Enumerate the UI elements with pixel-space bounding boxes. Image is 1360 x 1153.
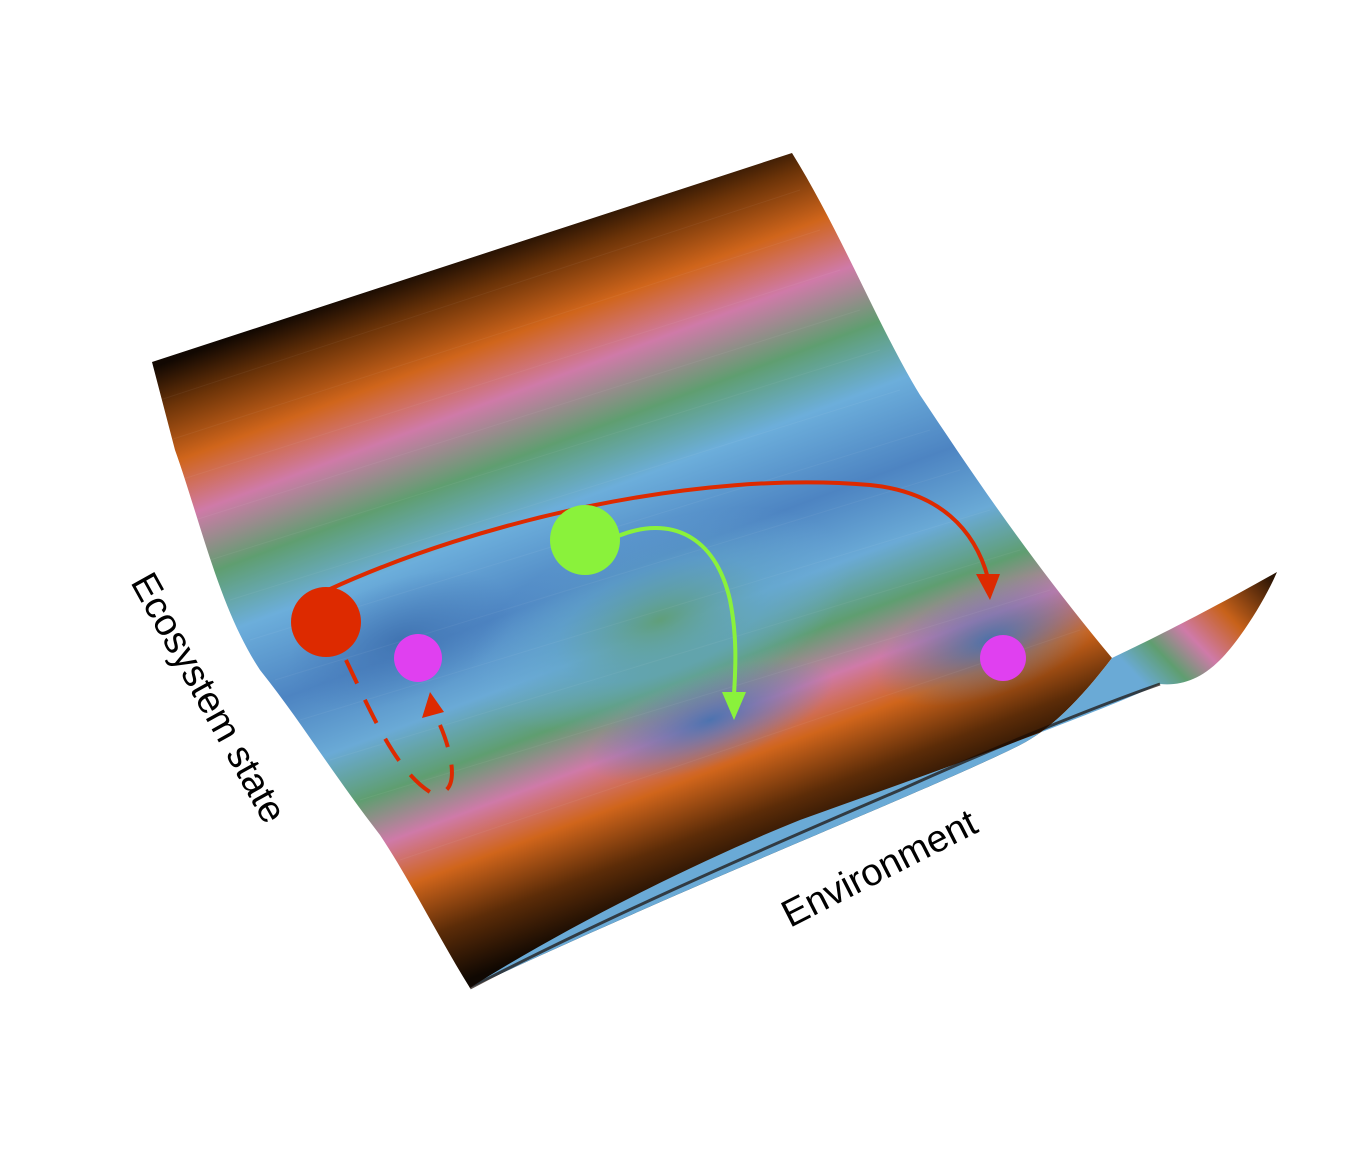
red-long-arrow (327, 480, 990, 592)
magenta-ball-right (980, 635, 1026, 681)
red-dashed-arrow (344, 659, 454, 796)
potential-surface (152, 153, 1277, 990)
balls (291, 505, 1026, 682)
green-ball (550, 505, 620, 575)
magenta-ball-left (394, 634, 442, 682)
green-arrow-head (722, 692, 746, 720)
surface-right-rim (470, 572, 1277, 988)
red-dashed-arrow-head (422, 692, 444, 718)
arrows (327, 480, 1000, 796)
surface-rim-edge (469, 682, 1161, 990)
basin-middle (586, 658, 834, 782)
red-ball (291, 587, 361, 657)
green-arrow (617, 526, 738, 696)
red-long-arrow-head (976, 574, 1000, 600)
